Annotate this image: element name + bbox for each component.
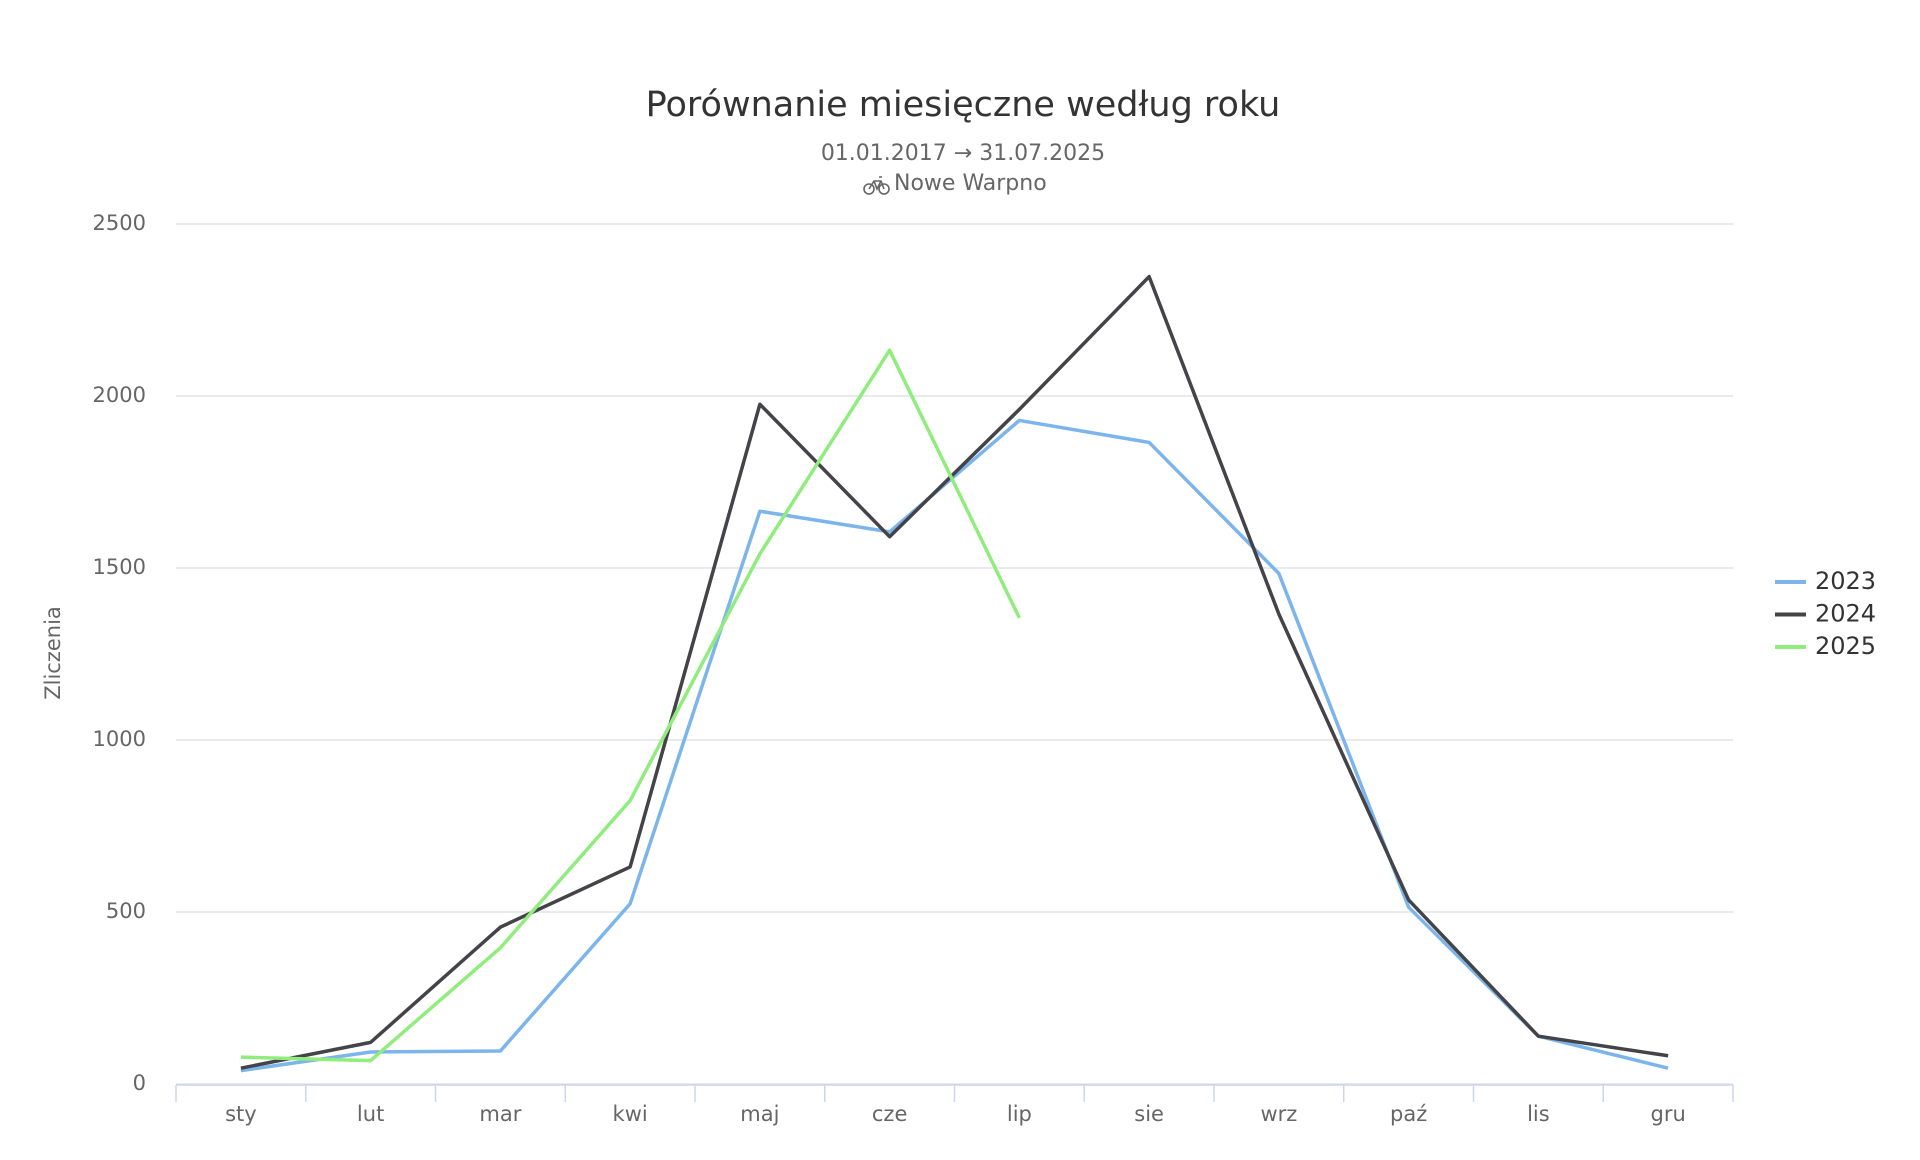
y-tick-label: 1500 (93, 555, 146, 579)
chart-subtitle: 01.01.2017 → 31.07.2025 (821, 141, 1105, 166)
x-tick-label: wrz (1260, 1102, 1297, 1126)
chart-title: Porównanie miesięczne według roku (646, 85, 1281, 125)
y-tick-label: 500 (106, 899, 146, 923)
x-tick-label: lis (1527, 1102, 1550, 1126)
chart-subtitle: Nowe Warpno (894, 171, 1047, 196)
y-tick-label: 2000 (93, 383, 146, 407)
series-line (240, 348, 1021, 1063)
x-tick-label: mar (479, 1102, 521, 1126)
x-tick-label: lut (357, 1102, 384, 1126)
x-tick-label: kwi (613, 1102, 648, 1126)
y-tick-label: 1000 (93, 727, 146, 751)
y-axis-label: Zliczenia (41, 606, 65, 700)
x-tick-label: sty (225, 1102, 257, 1126)
y-tick-label: 2500 (93, 211, 146, 235)
x-tick-label: lip (1007, 1102, 1032, 1126)
legend-label: 2025 (1815, 632, 1876, 660)
y-tick-label: 0 (133, 1071, 146, 1095)
x-tick-label: paź (1390, 1102, 1427, 1126)
x-tick-label: maj (740, 1102, 779, 1126)
series-line (240, 274, 1669, 1070)
x-tick-label: cze (872, 1102, 908, 1126)
legend-label: 2024 (1815, 600, 1876, 628)
x-tick-label: sie (1134, 1102, 1164, 1126)
bike-icon (863, 176, 890, 195)
legend-label: 2023 (1815, 567, 1876, 595)
x-tick-label: gru (1650, 1102, 1685, 1126)
series-line (240, 418, 1669, 1073)
